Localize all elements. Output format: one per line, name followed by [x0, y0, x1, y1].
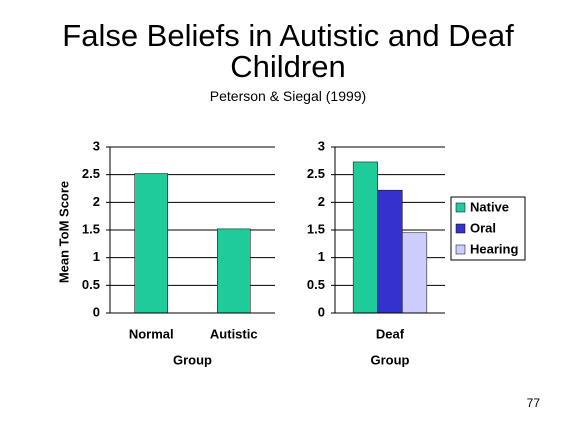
- legend-label: Native: [470, 199, 509, 214]
- y-tick-label: 0: [318, 304, 325, 319]
- legend-swatch: [455, 244, 466, 255]
- bar: [134, 173, 168, 314]
- y-tick-label: 0: [93, 304, 100, 319]
- legend-swatch: [455, 223, 466, 234]
- x-axis-label: Group: [173, 352, 212, 367]
- y-tick-label: 2: [93, 194, 100, 209]
- y-tick-label: 3: [318, 138, 325, 153]
- y-tick-label: 0.5: [82, 277, 100, 292]
- legend-label: Oral: [470, 220, 496, 235]
- y-tick-label: 1.5: [82, 221, 100, 236]
- y-tick-label: 2: [318, 194, 325, 209]
- bar: [402, 232, 428, 314]
- slide-title: False Beliefs in Autistic and Deaf Child…: [62, 18, 514, 84]
- y-tick-label: 0.5: [307, 277, 325, 292]
- legend-swatch: [455, 202, 466, 213]
- subtitle: Peterson & Siegal (1999): [209, 88, 367, 104]
- y-tick-label: 2.5: [82, 166, 100, 181]
- x-tick-label: Normal: [129, 326, 174, 341]
- y-axis-label: Mean ToM Score: [56, 181, 71, 283]
- y-tick-label: 3: [93, 138, 100, 153]
- x-tick-label: Deaf: [376, 326, 405, 341]
- y-tick-label: 1: [93, 249, 100, 264]
- y-tick-label: 1: [318, 249, 325, 264]
- bar: [377, 189, 403, 314]
- y-tick-label: 1.5: [307, 221, 325, 236]
- legend-label: Hearing: [470, 241, 518, 256]
- bar: [217, 228, 251, 314]
- x-tick-label: Autistic: [210, 326, 258, 341]
- bar: [352, 161, 378, 314]
- x-axis-label: Group: [371, 352, 410, 367]
- y-tick-label: 2.5: [307, 166, 325, 181]
- page-number: 77: [526, 396, 540, 410]
